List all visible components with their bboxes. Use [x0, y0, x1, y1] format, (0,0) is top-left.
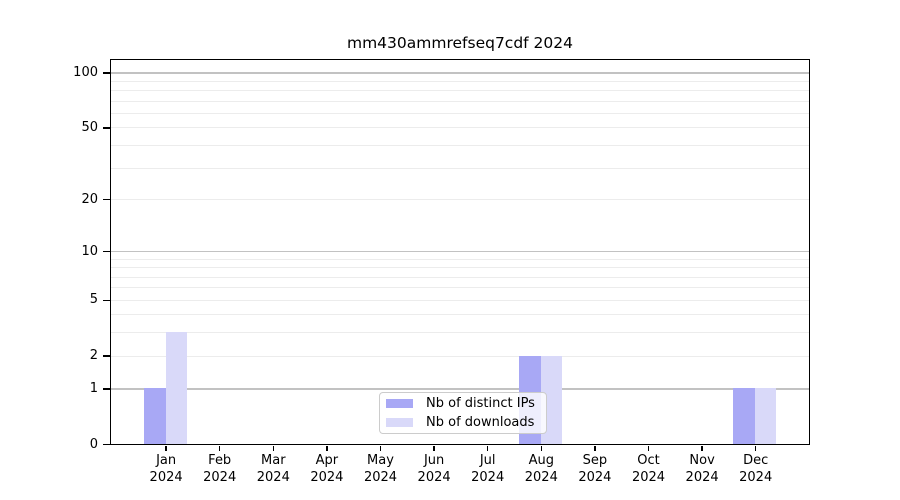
y-axis-tick-label: 5 — [89, 292, 98, 308]
x-axis-tick — [701, 446, 703, 452]
y-axis-tick — [103, 72, 110, 74]
x-axis-tick-label: May 2024 — [346, 452, 416, 486]
x-axis-tick-label: Nov 2024 — [667, 452, 737, 486]
x-axis-tick — [754, 446, 757, 452]
x-axis-tick-label-year: 2024 — [631, 470, 666, 485]
x-axis-tick-label-year: 2024 — [363, 470, 398, 485]
x-axis-tick-label: Jun 2024 — [399, 452, 469, 486]
legend: Nb of distinct IPs Nb of downloads — [379, 392, 547, 434]
gridline-minor — [111, 267, 809, 269]
x-axis-tick-label: Feb 2024 — [185, 452, 255, 486]
x-axis-tick — [540, 446, 543, 452]
x-axis-tick-label: Sep 2024 — [560, 452, 630, 486]
gridline-minor — [111, 276, 809, 278]
x-axis-tick-label: Jul 2024 — [453, 452, 523, 486]
x-axis-tick-label-year: 2024 — [310, 470, 344, 485]
downloads-swatch-icon — [386, 418, 413, 427]
x-axis-tick-label: Mar 2024 — [238, 452, 308, 486]
x-axis-tick — [379, 446, 382, 452]
x-axis-tick-label: Aug 2024 — [506, 452, 576, 486]
bar-nb-of-downloads-jan — [165, 332, 187, 444]
legend-item-distinct-ips: Nb of distinct IPs — [386, 396, 546, 411]
bar-nb-of-distinct-ips-jan — [143, 388, 166, 444]
x-axis-tick-label-year: 2024 — [149, 470, 183, 485]
gridline-minor — [111, 127, 809, 129]
y-axis-tick — [103, 299, 110, 302]
gridline-minor — [111, 167, 809, 169]
y-axis-tick-label: 10 — [81, 243, 98, 259]
gridline-minor — [111, 198, 809, 200]
x-axis-tick-label: Apr 2024 — [292, 452, 362, 486]
y-axis-tick — [103, 443, 110, 446]
gridline-minor — [111, 100, 809, 102]
legend-item-downloads: Nb of downloads — [386, 415, 546, 430]
x-axis-tick — [165, 446, 167, 452]
gridline-minor — [111, 90, 809, 92]
y-axis-tick — [103, 250, 110, 253]
gridline-major — [111, 72, 809, 74]
y-axis-tick-label: 20 — [81, 191, 98, 207]
x-axis-tick-label-year: 2024 — [417, 470, 451, 485]
gridline-minor — [111, 287, 809, 289]
gridline-major — [111, 250, 809, 253]
x-axis-tick-label: Jan 2024 — [131, 452, 201, 486]
x-axis-tick-label-year: 2024 — [471, 470, 505, 485]
x-axis-tick-label-year: 2024 — [256, 470, 290, 485]
legend-label-downloads: Nb of downloads — [426, 415, 535, 430]
y-axis-tick-label: 0 — [89, 436, 98, 452]
gridline-minor — [111, 258, 809, 260]
x-axis-tick-label-year: 2024 — [739, 470, 773, 485]
gridline-minor — [111, 299, 809, 301]
legend-label-distinct-ips: Nb of distinct IPs — [426, 396, 535, 411]
gridline-minor — [111, 314, 809, 316]
gridline-minor — [111, 80, 809, 82]
distinct-ips-swatch-icon — [386, 399, 413, 408]
x-axis-tick-label-year: 2024 — [524, 470, 558, 485]
x-axis-tick-label: Dec 2024 — [721, 452, 791, 486]
gridline-minor — [111, 332, 809, 334]
gridline-minor — [111, 113, 809, 114]
y-axis-tick-label: 1 — [89, 380, 98, 396]
gridline-minor — [111, 355, 809, 357]
x-axis-tick — [272, 446, 275, 452]
plot-area — [110, 59, 810, 445]
gridline-minor — [111, 145, 809, 146]
x-axis-tick — [594, 446, 596, 452]
y-axis-tick-label: 2 — [89, 348, 98, 364]
chart-title: mm430ammrefseq7cdf 2024 — [346, 34, 573, 52]
bar-nb-of-downloads-dec — [755, 388, 777, 444]
bar-nb-of-distinct-ips-dec — [733, 388, 756, 444]
y-axis-tick — [103, 355, 110, 357]
y-axis-tick-label: 50 — [81, 120, 98, 135]
x-axis-tick — [486, 446, 489, 452]
y-axis-tick — [103, 127, 110, 129]
y-axis-tick-label: 100 — [73, 65, 98, 80]
x-axis-tick — [647, 446, 650, 452]
x-axis-tick — [326, 446, 328, 452]
y-axis-tick — [103, 388, 110, 390]
x-axis-tick — [218, 446, 221, 452]
x-axis-tick-label: Oct 2024 — [614, 452, 684, 486]
x-axis-tick-label-year: 2024 — [685, 470, 719, 485]
gridline-major — [111, 388, 809, 390]
x-axis-tick — [433, 446, 435, 452]
y-axis-tick — [103, 198, 110, 201]
x-axis-tick-label-year: 2024 — [203, 470, 237, 485]
x-axis-tick-label-year: 2024 — [578, 470, 612, 485]
